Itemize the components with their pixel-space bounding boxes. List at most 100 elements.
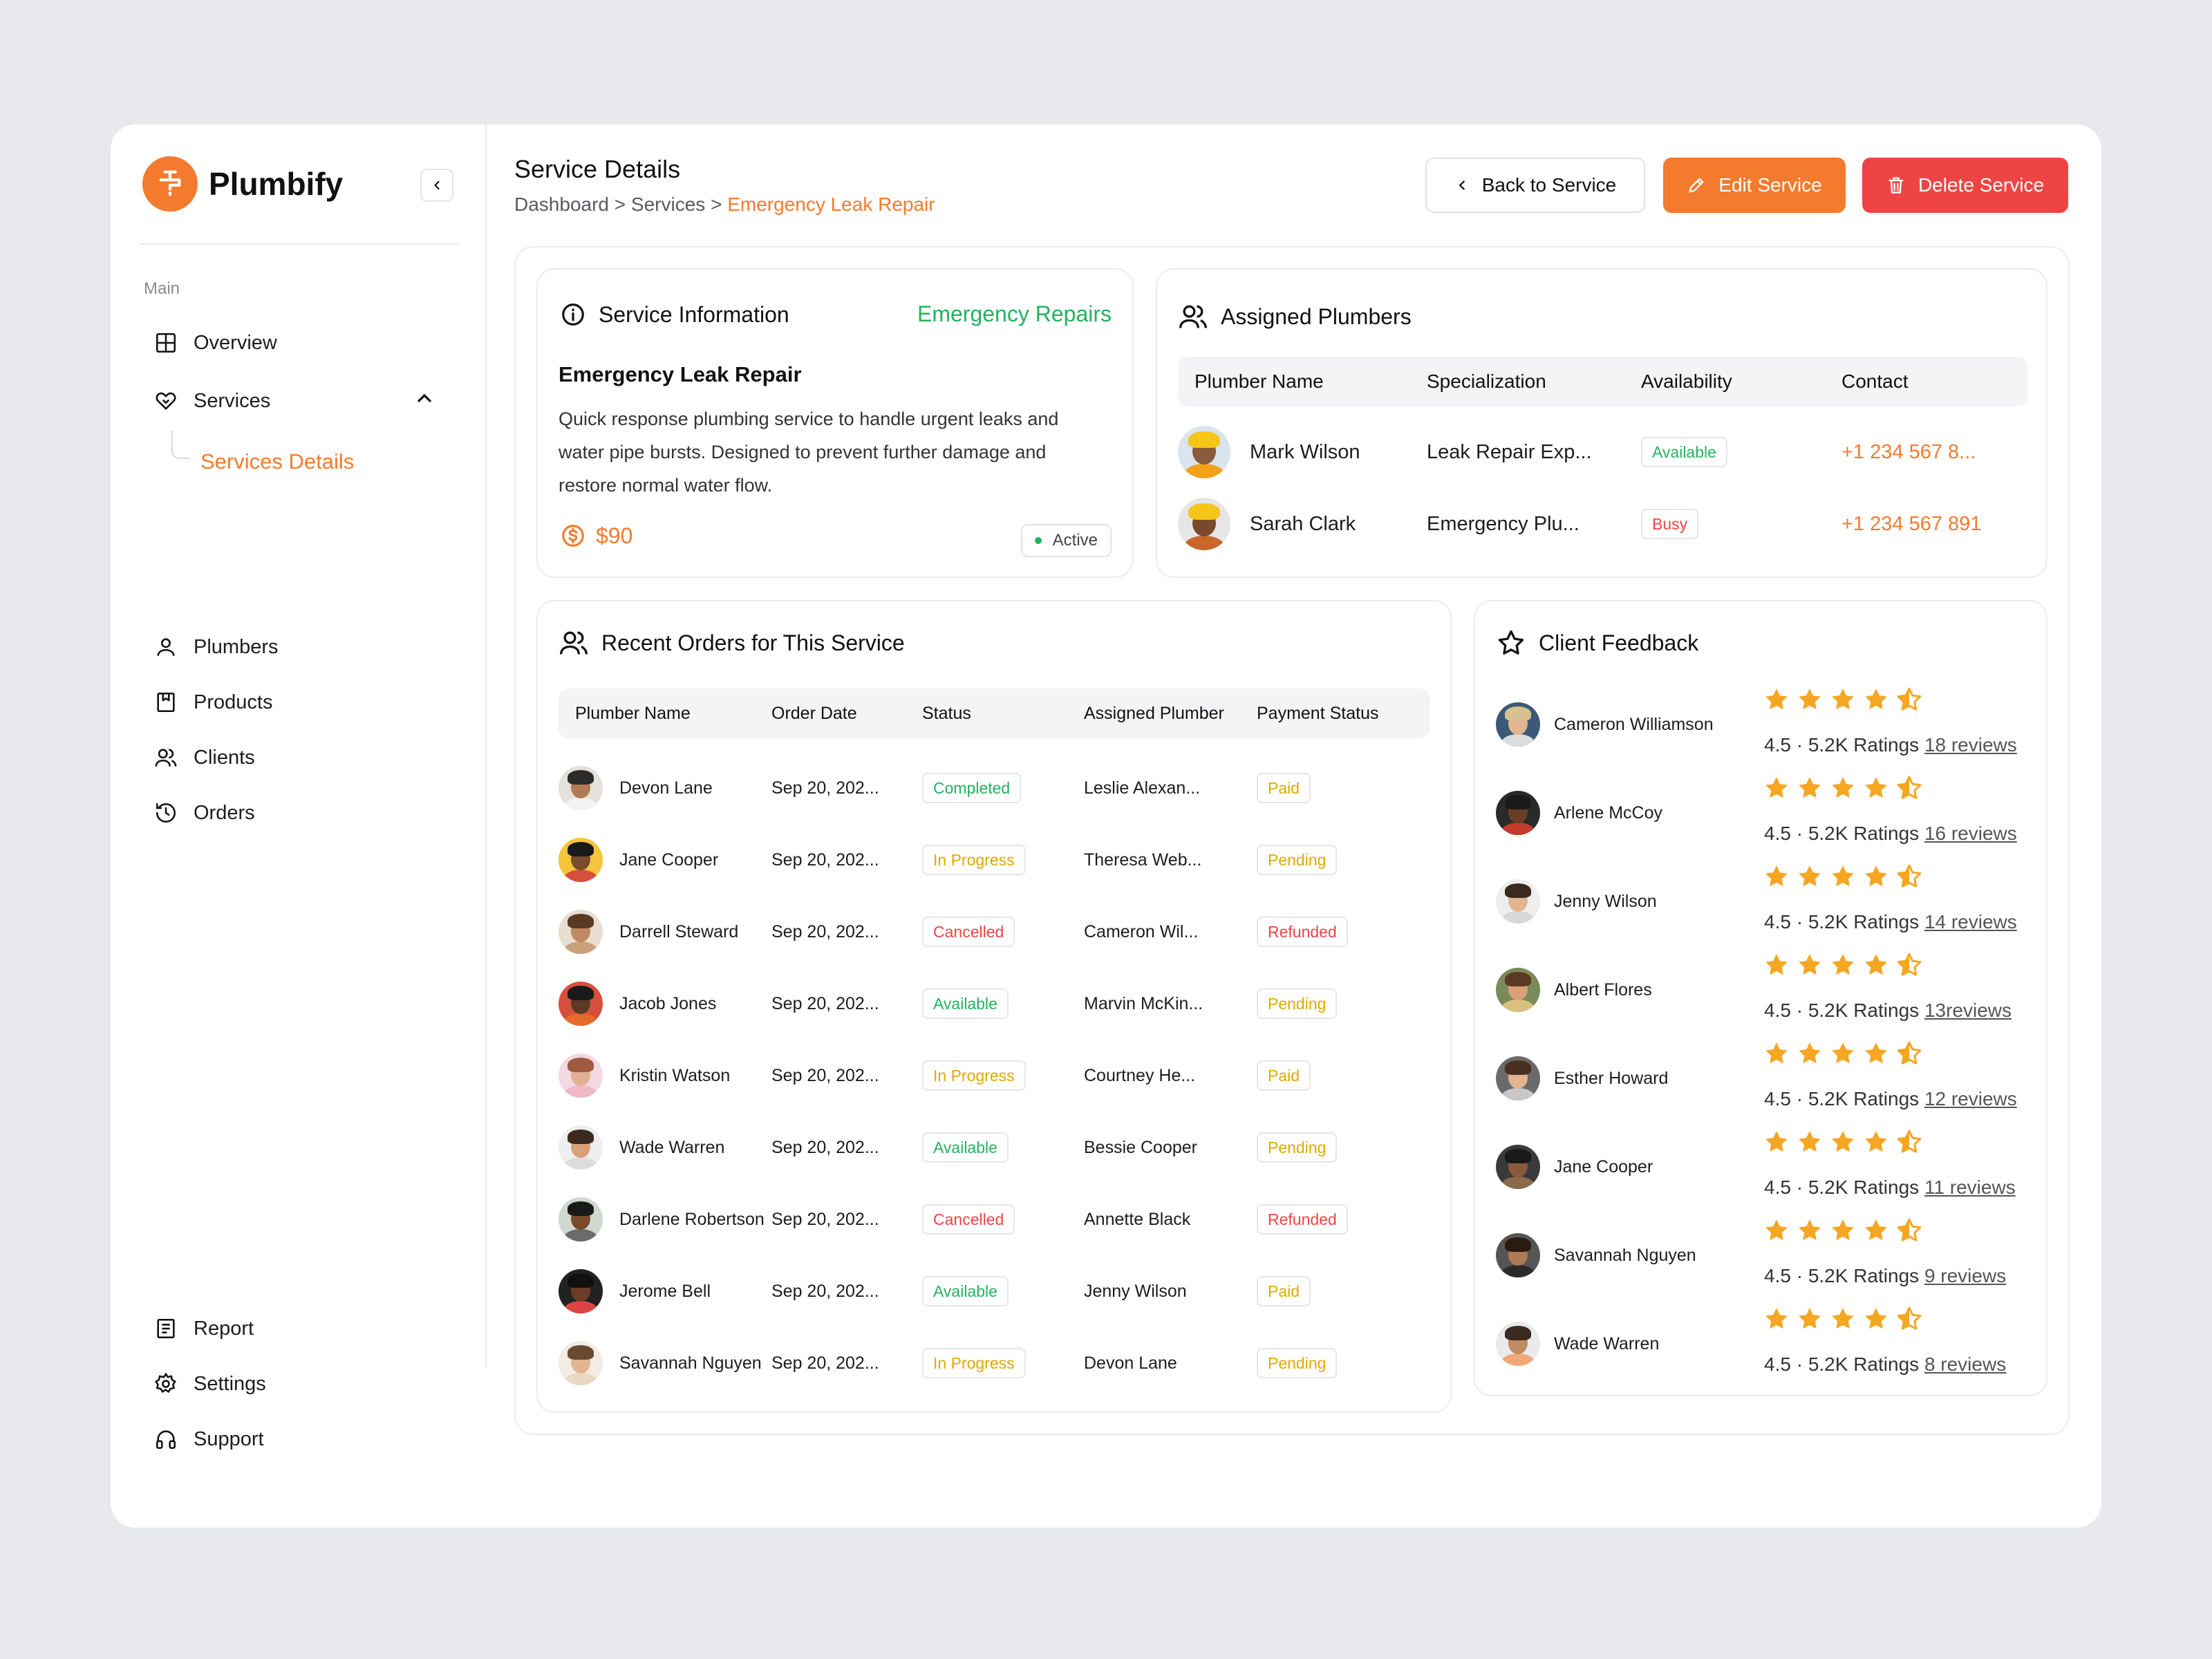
column-header[interactable]: Plumber Name (575, 703, 691, 723)
sidebar-item-plumbers[interactable]: Plumbers (153, 635, 279, 659)
sidebar-item-clients[interactable]: Clients (153, 745, 255, 770)
table-row[interactable]: Darlene Robertson Sep 20, 202... Cancelled… (559, 1183, 1430, 1255)
availability-badge: Busy (1641, 509, 1699, 539)
users-icon (153, 745, 178, 770)
payment-cell: Paid (1257, 773, 1423, 803)
chevron-left-icon (1459, 180, 1465, 190)
plumber-name: Devon Lane (619, 778, 713, 798)
plumber-name: Darlene Robertson (619, 1209, 765, 1229)
reviews-link[interactable]: 14 reviews (1924, 911, 2017, 932)
sidebar-item-report[interactable]: Report (153, 1316, 254, 1341)
sidebar-section-label: Main (144, 279, 180, 298)
table-row[interactable]: Devon Lane Sep 20, 202... Completed Leslie … (559, 752, 1430, 824)
reviews-link[interactable]: 11 reviews (1924, 1177, 2016, 1198)
order-date: Sep 20, 202... (771, 1065, 879, 1085)
user-icon (153, 635, 178, 659)
table-row[interactable]: Jacob Jones Sep 20, 202... Available Marvin… (559, 968, 1430, 1040)
edit-service-button[interactable]: Edit Service (1663, 158, 1846, 213)
sidebar-item-products[interactable]: Products (153, 690, 272, 715)
order-date: Sep 20, 202... (771, 1137, 879, 1157)
star-half-icon (1897, 864, 1922, 888)
sidebar-item-settings[interactable]: Settings (153, 1371, 266, 1396)
sidebar-item-support[interactable]: Support (153, 1427, 264, 1452)
star-icon (1865, 1131, 1887, 1152)
rating-summary: 4.5 · 5.2K Ratings 16 reviews (1764, 823, 2017, 844)
reviews-link[interactable]: 18 reviews (1924, 734, 2017, 756)
back-to-service-button[interactable]: Back to Service (1425, 158, 1645, 213)
star-rating (1763, 774, 1929, 802)
chevron-up-icon[interactable] (413, 387, 435, 409)
feedback-item: Albert Flores 4.5 · 5.2K Ratings 13review… (1496, 948, 2028, 1037)
avatar (559, 766, 603, 810)
column-header[interactable]: Status (922, 703, 971, 723)
plumber-cell: Jacob Jones (559, 982, 771, 1026)
assigned-plumber: Bessie Cooper (1084, 1137, 1197, 1157)
heart-handshake-icon (153, 388, 178, 413)
status-cell: In Progress (922, 1348, 1084, 1378)
table-row[interactable]: Jerome Bell Sep 20, 202... Available Jenny … (559, 1255, 1430, 1327)
breadcrumb-services[interactable]: Services (630, 194, 706, 215)
client-name: Cameron Williamson (1554, 714, 1714, 734)
client: Jenny Wilson (1496, 879, 1657, 924)
ratings-count: 5.2K Ratings (1808, 1353, 1920, 1375)
column-header[interactable]: Assigned Plumber (1084, 703, 1224, 723)
table-row[interactable]: Savannah Nguyen Sep 20, 202... In Progress… (559, 1327, 1430, 1399)
payment-cell: Paid (1257, 1060, 1423, 1091)
plumber-cell: Darlene Robertson (559, 1197, 771, 1241)
reviews-link[interactable]: 8 reviews (1924, 1353, 2007, 1375)
plumber-cell: Darrell Steward (559, 910, 771, 954)
assigned-plumber: Jenny Wilson (1084, 1281, 1187, 1301)
avatar (1496, 702, 1540, 747)
column-header[interactable]: Plumber Name (1194, 371, 1324, 392)
table-row[interactable]: Kristin Watson Sep 20, 202... In Progress C… (559, 1040, 1430, 1112)
assigned-plumbers-card: Assigned Plumbers Plumber Name Specializ… (1156, 268, 2047, 578)
star-rating (1763, 1305, 1929, 1333)
contact-link[interactable]: +1 234 567 8... (1841, 440, 1976, 463)
content-panel (514, 246, 2070, 1435)
payment-cell: Pending (1257, 1348, 1423, 1378)
plumber-name: Jacob Jones (619, 993, 717, 1013)
breadcrumb-dashboard[interactable]: Dashboard (514, 194, 609, 215)
column-header[interactable]: Order Date (771, 703, 857, 723)
table-row[interactable]: Mark Wilson Leak Repair Exp... Available… (1178, 423, 2028, 481)
avatar (1496, 1322, 1540, 1366)
assigned-plumber: Courtney He... (1084, 1065, 1196, 1085)
brand[interactable]: Plumbify (142, 156, 343, 212)
faucet-logo-icon (142, 156, 198, 212)
sidebar-subitem-services-details[interactable]: Services Details (200, 449, 355, 474)
avatar (559, 910, 603, 954)
sidebar-item-services[interactable]: Services (153, 388, 270, 413)
star-icon (1765, 1308, 1788, 1329)
rating-score: 4.5 (1764, 1353, 1791, 1375)
reviews-link[interactable]: 13reviews (1924, 1000, 2012, 1021)
delete-service-button[interactable]: Delete Service (1862, 158, 2068, 213)
star-icon (1799, 1308, 1821, 1329)
table-row[interactable]: Sarah Clark Emergency Plu... Busy +1 234… (1178, 495, 2028, 553)
payment-cell: Pending (1257, 845, 1423, 875)
avatar (559, 1125, 603, 1170)
card-title: Service Information (560, 301, 789, 328)
column-header[interactable]: Specialization (1427, 371, 1546, 392)
avatar (559, 1269, 603, 1313)
reviews-link[interactable]: 16 reviews (1924, 823, 2017, 844)
order-date: Sep 20, 202... (771, 778, 879, 798)
sidebar-item-overview[interactable]: Overview (153, 330, 277, 355)
table-row[interactable]: Jane Cooper Sep 20, 202... In Progress Ther… (559, 824, 1430, 896)
order-date: Sep 20, 202... (771, 1209, 879, 1229)
column-header[interactable]: Contact (1841, 371, 1909, 392)
contact-link[interactable]: +1 234 567 891 (1841, 512, 1982, 535)
sidebar-item-orders[interactable]: Orders (153, 800, 255, 825)
column-header[interactable]: Availability (1641, 371, 1732, 392)
order-date: Sep 20, 202... (771, 921, 879, 941)
client-feedback-card: Client Feedback Cameron Williamson 4.5 · … (1474, 600, 2047, 1396)
collapse-sidebar-button[interactable] (420, 169, 453, 202)
table-row[interactable]: Darrell Steward Sep 20, 202... Cancelled Ca… (559, 896, 1430, 968)
client-name: Jane Cooper (1554, 1156, 1653, 1177)
sidebar-item-label: Plumbers (194, 635, 279, 658)
star-icon (1799, 1131, 1821, 1152)
reviews-link[interactable]: 12 reviews (1924, 1088, 2017, 1109)
reviews-link[interactable]: 9 reviews (1924, 1265, 2007, 1286)
table-row[interactable]: Wade Warren Sep 20, 202... Available Bessie… (559, 1112, 1430, 1183)
client: Arlene McCoy (1496, 791, 1662, 835)
column-header[interactable]: Payment Status (1257, 703, 1379, 723)
